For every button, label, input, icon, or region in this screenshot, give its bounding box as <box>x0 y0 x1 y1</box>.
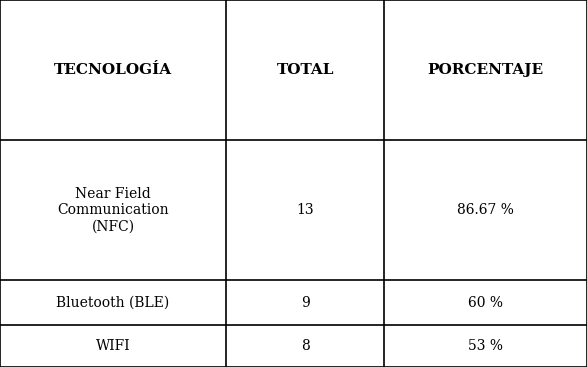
Text: TECNOLOGÍA: TECNOLOGÍA <box>54 63 172 77</box>
Text: Near Field
Communication
(NFC): Near Field Communication (NFC) <box>57 187 169 233</box>
Text: 9: 9 <box>301 295 309 309</box>
Text: 53 %: 53 % <box>468 339 503 353</box>
Text: Bluetooth (BLE): Bluetooth (BLE) <box>56 295 170 309</box>
Text: 60 %: 60 % <box>468 295 503 309</box>
Text: WIFI: WIFI <box>96 339 130 353</box>
Text: 86.67 %: 86.67 % <box>457 203 514 217</box>
Text: 13: 13 <box>296 203 314 217</box>
Text: 8: 8 <box>301 339 309 353</box>
Text: TOTAL: TOTAL <box>276 63 334 77</box>
Text: PORCENTAJE: PORCENTAJE <box>428 63 544 77</box>
